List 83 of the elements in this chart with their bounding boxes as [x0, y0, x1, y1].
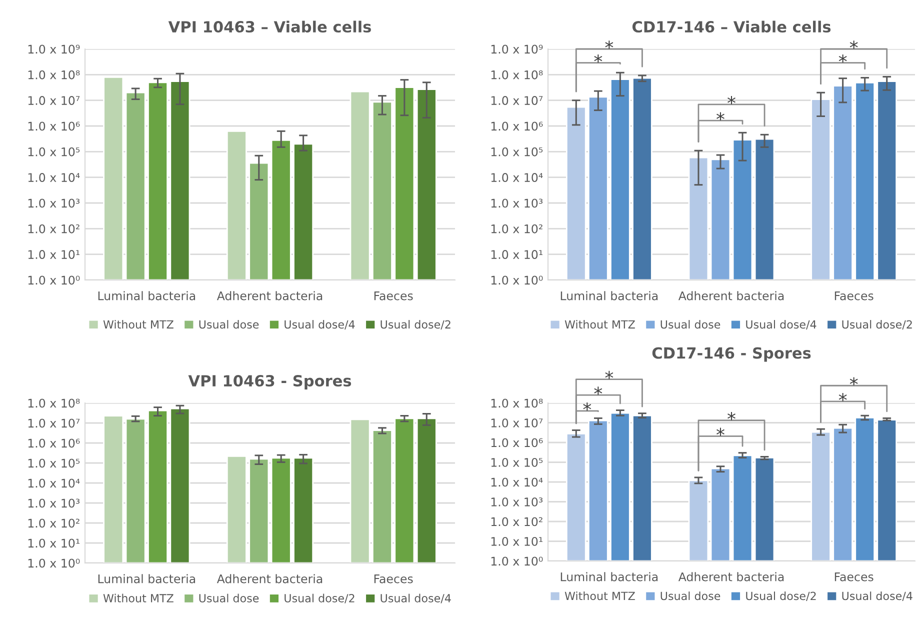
x-tick-label: Adherent bacteria — [216, 574, 322, 584]
y-tick-label: 1.0 x 10¹ — [28, 538, 80, 548]
x-tick-label: Faeces — [834, 291, 874, 300]
legend-label: Usual dose — [199, 594, 259, 602]
text: * — [605, 370, 614, 380]
x-tick-label: Luminal bacteria — [560, 291, 658, 300]
text: * — [594, 386, 602, 395]
y-tick-label: 1.0 x 10⁴ — [491, 478, 543, 487]
legend-label: Usual dose/4 — [380, 594, 451, 604]
y-tick-label: 1.0 x 10⁶ — [491, 122, 543, 131]
annotation: * — [728, 96, 736, 104]
x-tick-label: Luminal bacteria — [98, 291, 196, 300]
text: * — [850, 40, 858, 49]
y-tick-label: 1.0 x 10⁷ — [28, 418, 80, 428]
y-tick-label: 1.0 x 10⁷ — [491, 96, 543, 105]
annotation: * — [716, 112, 724, 120]
y-tick-label: 1.0 x 10⁴ — [491, 173, 543, 182]
legend-label: Usual dose/4 — [842, 592, 912, 602]
y-tick-label: 1.0 x 10⁷ — [28, 96, 80, 105]
y-tick-label: 1.0 x 10¹ — [491, 250, 542, 259]
legend-label: Without MTZ — [564, 592, 635, 600]
legend-label: Usual dose — [660, 320, 720, 329]
x-tick-label: Faeces — [834, 572, 874, 582]
y-tick-label: 1.0 x 10⁰ — [28, 276, 80, 285]
y-tick-label: 1.0 x 10⁰ — [28, 558, 80, 568]
chart-title: VPI 10463 - Spores — [188, 374, 352, 390]
y-tick-label: 1.0 x 10⁶ — [28, 122, 80, 131]
y-tick-label: 1.0 x 10² — [28, 224, 80, 234]
y-tick-label: 1.0 x 10⁴ — [28, 478, 80, 488]
legend-label: Without MTZ — [103, 594, 174, 602]
y-tick-label: 1.0 x 10³ — [28, 198, 80, 208]
y-tick-label: 1.0 x 10⁸ — [28, 398, 80, 408]
annotation: * — [716, 428, 724, 436]
y-tick-label: 1.0 x 10¹ — [28, 250, 80, 259]
y-tick-label: 1.0 x 10² — [28, 518, 80, 528]
y-tick-label: 1.0 x 10⁴ — [28, 173, 80, 182]
chart-title: CD17-146 - Spores — [652, 347, 811, 362]
legend-label: Usual dose — [660, 592, 720, 600]
x-tick-label: Luminal bacteria — [98, 574, 196, 584]
text: * — [850, 377, 858, 386]
annotation: * — [583, 402, 592, 411]
y-tick-label: 1.0 x 10² — [491, 517, 542, 526]
y-tick-label: 1.0 x 10⁷ — [491, 418, 543, 428]
y-tick-label: 1.0 x 10⁵ — [28, 147, 80, 156]
text: * — [838, 393, 847, 402]
x-tick-label: Adherent bacteria — [678, 291, 784, 300]
y-tick-label: 1.0 x 10⁹ — [28, 44, 80, 54]
annotation: * — [728, 412, 736, 420]
chart-title: CD17-146 – Viable cells — [632, 20, 831, 33]
y-tick-label: 1.0 x 10⁰ — [491, 276, 543, 285]
y-tick-label: 1.0 x 10¹ — [491, 536, 542, 546]
text: * — [605, 40, 614, 49]
annotation: * — [594, 54, 602, 63]
y-tick-label: 1.0 x 10⁵ — [491, 458, 543, 467]
y-tick-label: 1.0 x 10⁹ — [491, 44, 543, 54]
legend-label: Usual dose/4 — [284, 320, 355, 330]
y-tick-label: 1.0 x 10³ — [491, 198, 543, 208]
annotation: * — [838, 54, 847, 63]
x-tick-label: Adherent bacteria — [678, 572, 784, 582]
y-tick-label: 1.0 x 10³ — [28, 498, 80, 508]
y-tick-label: 1.0 x 10⁵ — [28, 458, 80, 468]
legend-label: Without MTZ — [103, 320, 174, 329]
x-tick-label: Adherent bacteria — [216, 291, 322, 300]
x-tick-label: Faeces — [374, 574, 413, 584]
y-tick-label: 1.0 x 10⁸ — [491, 70, 543, 80]
y-tick-label: 1.0 x 10⁶ — [491, 438, 543, 448]
y-tick-label: 1.0 x 10⁸ — [28, 70, 80, 80]
legend-label: Usual dose/2 — [284, 594, 354, 604]
y-tick-label: 1.0 x 10³ — [491, 497, 543, 506]
legend-label: Usual dose/2 — [746, 592, 816, 602]
y-tick-label: 1.0 x 10⁰ — [491, 556, 543, 566]
x-tick-label: Luminal bacteria — [560, 572, 658, 582]
legend-label: Without MTZ — [564, 320, 635, 329]
legend-label: Usual dose/2 — [380, 320, 450, 330]
legend-label: Usual dose — [199, 320, 259, 329]
x-tick-label: Faeces — [374, 291, 413, 300]
chart-title: VPI 10463 – Viable cells — [168, 20, 371, 33]
y-tick-label: 1.0 x 10⁶ — [28, 438, 80, 448]
y-tick-label: 1.0 x 10⁵ — [491, 147, 543, 156]
legend-label: Usual dose/4 — [746, 320, 816, 330]
y-tick-label: 1.0 x 10⁸ — [491, 398, 543, 408]
y-tick-label: 1.0 x 10² — [491, 224, 542, 234]
legend-label: Usual dose/2 — [842, 320, 912, 330]
